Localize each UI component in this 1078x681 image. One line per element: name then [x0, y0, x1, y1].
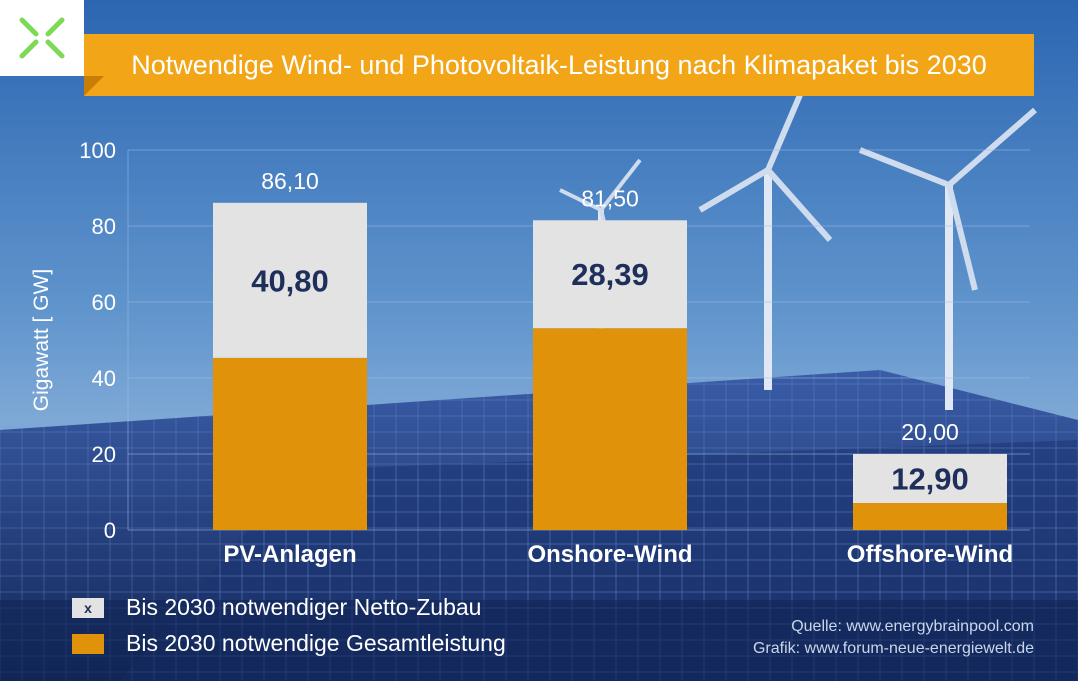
logo	[0, 0, 84, 76]
x-category-label: Onshore-Wind	[527, 541, 692, 568]
bar-base-segment	[213, 357, 367, 530]
y-tick-label: 100	[79, 138, 116, 163]
y-tick-label: 40	[92, 366, 116, 391]
bar-net-addition-label: 12,90	[891, 462, 969, 497]
source-line: Quelle: www.energybrainpool.com	[791, 618, 1034, 635]
bar-net-addition-segment	[213, 202, 367, 358]
bar-net-addition-label: 40,80	[251, 263, 329, 298]
y-tick-label: 80	[92, 214, 116, 239]
legend-label-net-addition: Bis 2030 notwendiger Netto-Zubau	[126, 594, 482, 620]
bar-net-addition-segment	[853, 454, 1007, 504]
x-logo-icon	[19, 17, 65, 59]
bar-net-addition-segment	[533, 220, 687, 329]
legend-swatch-net-addition: x	[72, 597, 104, 618]
bar-base-segment	[533, 328, 687, 530]
bar-total-label: 86,10	[261, 168, 319, 194]
legend-item-net-addition: x Bis 2030 notwendiger Netto-Zubau	[72, 594, 481, 621]
y-tick-label: 60	[92, 290, 116, 315]
source-credits: Quelle: www.energybrainpool.com Grafik: …	[753, 616, 1034, 660]
legend-item-total-capacity: Bis 2030 notwendige Gesamtleistung	[72, 630, 506, 657]
y-tick-label: 0	[104, 518, 116, 543]
graphic-credit-line: Grafik: www.forum-neue-energiewelt.de	[752, 640, 1034, 657]
y-axis-label: Gigawatt [ GW]	[30, 269, 53, 411]
bar-net-addition-label: 28,39	[571, 257, 649, 292]
bar-total-label: 20,00	[901, 419, 959, 445]
legend-swatch-total-capacity	[72, 633, 104, 654]
y-tick-label: 20	[92, 442, 116, 467]
legend-marker: x	[84, 599, 92, 616]
title-banner-fold	[84, 76, 104, 96]
title-banner: Notwendige Wind- und Photovoltaik-Leistu…	[84, 34, 1034, 96]
x-category-label: PV-Anlagen	[223, 541, 356, 568]
chart-title: Notwendige Wind- und Photovoltaik-Leistu…	[131, 49, 987, 80]
x-category-label: Offshore-Wind	[847, 541, 1013, 568]
bar-base-segment	[853, 503, 1007, 530]
legend-label-total-capacity: Bis 2030 notwendige Gesamtleistung	[126, 630, 506, 656]
bar-total-label: 81,50	[581, 185, 639, 211]
